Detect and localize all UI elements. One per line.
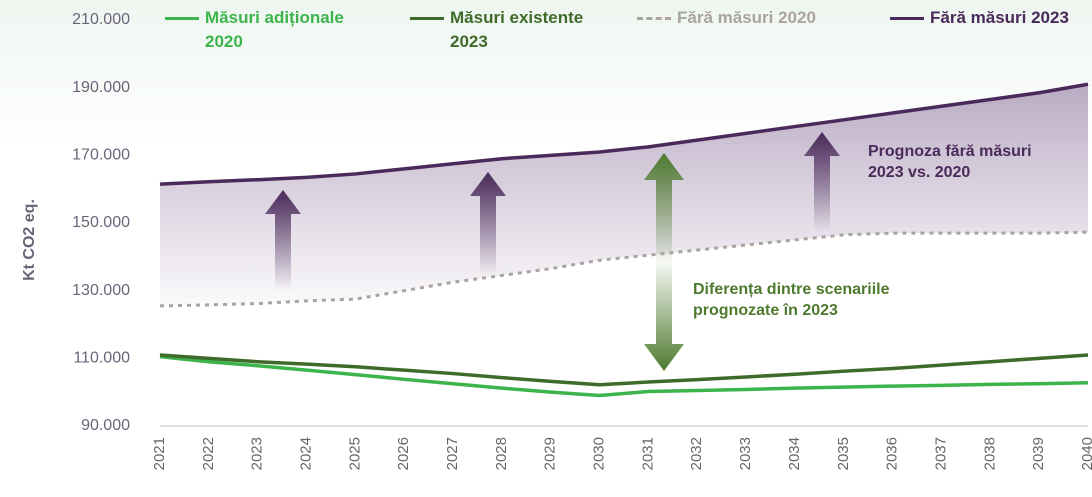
x-tick-label: 2030	[591, 437, 608, 470]
x-tick-label: 2038	[981, 437, 998, 470]
annotation: Diferența dintre scenariile	[693, 281, 890, 298]
y-axis-title: Kt CO2 eq.	[21, 199, 38, 281]
legend-item: Fără măsuri 2023	[890, 6, 1080, 30]
legend-label: Fără măsuri 2023	[930, 8, 1069, 27]
x-tick-label: 2023	[249, 437, 266, 470]
legend-label: Măsuri existente 2023	[450, 8, 584, 51]
x-tick-label: 2037	[932, 437, 949, 470]
series-line	[159, 354, 1089, 398]
annotation: prognozate în 2023	[693, 302, 838, 319]
y-tick-label: 90.000	[81, 417, 130, 434]
legend-item: Fără măsuri 2020	[637, 6, 837, 30]
x-tick-label: 2024	[297, 437, 314, 470]
x-tick-label: 2035	[835, 437, 852, 470]
x-tick-label: 2025	[346, 437, 363, 470]
x-tick-label: 2022	[200, 437, 217, 470]
y-tick-label: 110.000	[73, 350, 130, 367]
x-tick-label: 2032	[688, 437, 705, 470]
x-tick-label: 2034	[786, 437, 803, 470]
series-line	[159, 230, 1089, 308]
double-arrow	[644, 153, 684, 371]
series-line	[159, 82, 1089, 186]
legend-item: Măsuri existente 2023	[410, 6, 610, 54]
x-tick-label: 2021	[151, 437, 168, 470]
arrow	[804, 132, 840, 232]
y-tick-label: 170.000	[72, 147, 130, 164]
legend-item: Măsuri adiționale 2020	[165, 6, 365, 54]
y-tick-label: 150.000	[72, 214, 130, 231]
arrow	[470, 172, 506, 275]
y-tick-label: 130.000	[72, 282, 130, 299]
arrow	[265, 190, 301, 290]
legend-swatch	[410, 17, 444, 20]
annotation: 2023 vs. 2020	[868, 164, 970, 181]
legend-label: Măsuri adiționale 2020	[205, 8, 344, 51]
y-tick-label: 210.000	[72, 11, 130, 28]
legend-swatch	[165, 17, 199, 20]
x-tick-label: 2028	[493, 437, 510, 470]
x-tick-label: 2031	[639, 437, 656, 470]
legend-swatch	[637, 17, 671, 20]
x-tick-label: 2036	[884, 437, 901, 470]
x-tick-label: 2029	[542, 437, 559, 470]
annotation: Prognoza fără măsuri	[868, 143, 1032, 160]
x-tick-label: 2026	[395, 437, 412, 470]
y-tick-label: 190.000	[72, 79, 130, 96]
x-tick-label: 2027	[444, 437, 461, 470]
legend-label: Fără măsuri 2020	[677, 8, 816, 27]
x-tick-label: 2033	[737, 437, 754, 470]
x-tick-label: 2040	[1079, 437, 1092, 470]
legend-swatch	[890, 17, 924, 20]
series-line	[159, 353, 1089, 387]
x-tick-label: 2039	[1030, 437, 1047, 470]
gap-area	[160, 84, 1088, 306]
